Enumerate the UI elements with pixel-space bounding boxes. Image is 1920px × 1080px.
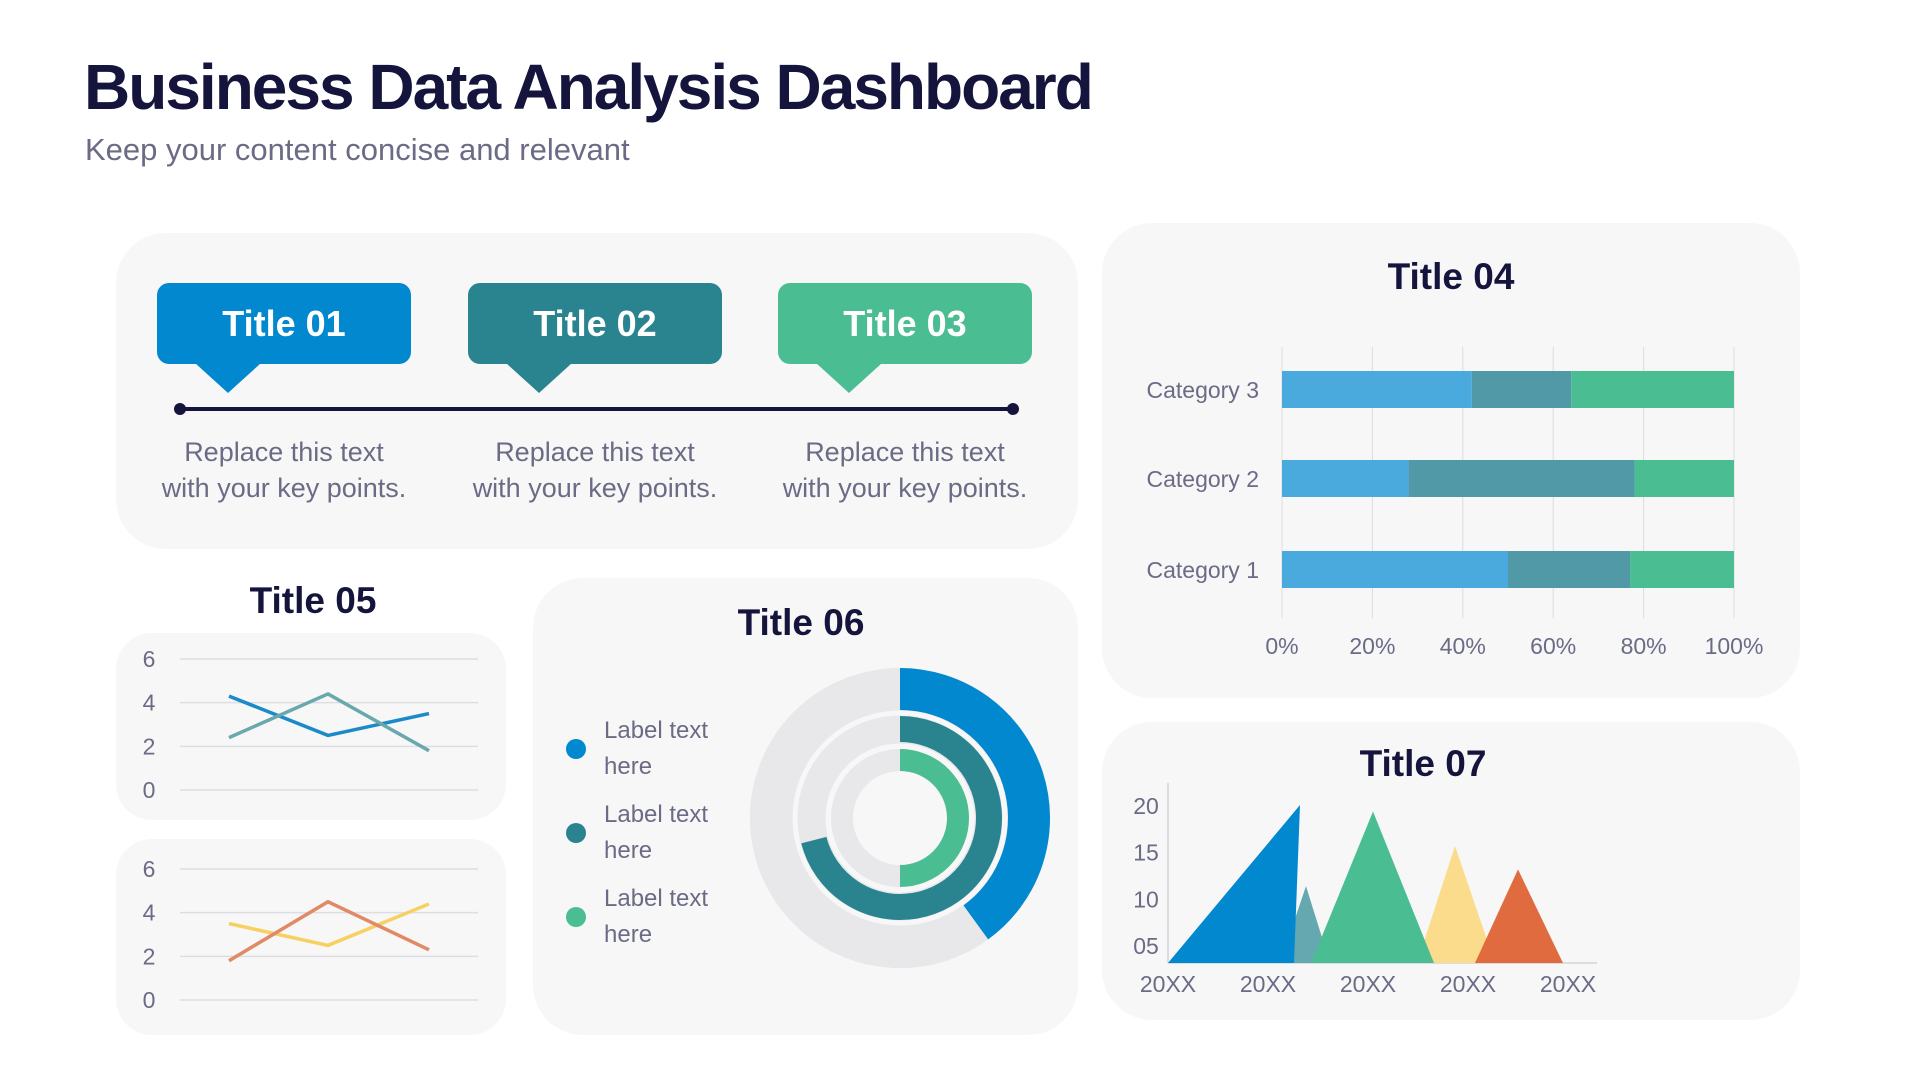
timeline-line — [180, 407, 1013, 411]
line-chart-a-panel — [116, 633, 506, 820]
callout-pointer — [506, 363, 572, 393]
timeline-title: Title 03 — [843, 302, 967, 344]
legend-line: here — [604, 753, 653, 780]
timeline-title-box-2: Title 02 — [468, 283, 722, 393]
timeline-title-box-1: Title 01 — [157, 283, 411, 393]
radial-chart-title: Title 06 — [737, 602, 865, 643]
legend-line: Label text — [604, 885, 709, 912]
description-line: Replace this text — [184, 437, 384, 467]
legend-label: Label text here — [604, 881, 724, 953]
timeline-title: Title 01 — [222, 302, 346, 344]
timeline-description-2: Replace this text with your key points. — [445, 434, 745, 506]
legend-line: here — [604, 837, 653, 864]
description-line: with your key points. — [161, 473, 407, 503]
mountain-chart-title: Title 07 — [1359, 743, 1487, 784]
timeline-title-box-3: Title 03 — [778, 283, 1032, 393]
legend-line: Label text — [604, 717, 709, 744]
bar-chart-title: Title 04 — [1387, 256, 1515, 297]
description-line: with your key points. — [782, 473, 1028, 503]
callout-pointer — [195, 363, 261, 393]
legend-line: here — [604, 921, 653, 948]
timeline-description-3: Replace this text with your key points. — [755, 434, 1055, 506]
timeline-start-dot — [174, 403, 186, 415]
description-line: with your key points. — [472, 473, 718, 503]
timeline-description-1: Replace this text with your key points. — [134, 434, 434, 506]
page-subtitle: Keep your content concise and relevant — [85, 132, 630, 167]
timeline-title: Title 02 — [533, 302, 657, 344]
line-chart-title: Title 05 — [249, 580, 377, 621]
legend-dot — [566, 823, 586, 843]
legend-label: Label text here — [604, 797, 724, 869]
legend-line: Label text — [604, 801, 709, 828]
page-title: Business Data Analysis Dashboard — [84, 51, 1094, 123]
description-line: Replace this text — [805, 437, 1005, 467]
legend-dot — [566, 739, 586, 759]
line-chart-b-panel — [116, 839, 506, 1035]
legend-label: Label text here — [604, 713, 724, 785]
legend-dot — [566, 907, 586, 927]
description-line: Replace this text — [495, 437, 695, 467]
callout-pointer — [816, 363, 882, 393]
timeline-end-dot — [1007, 403, 1019, 415]
